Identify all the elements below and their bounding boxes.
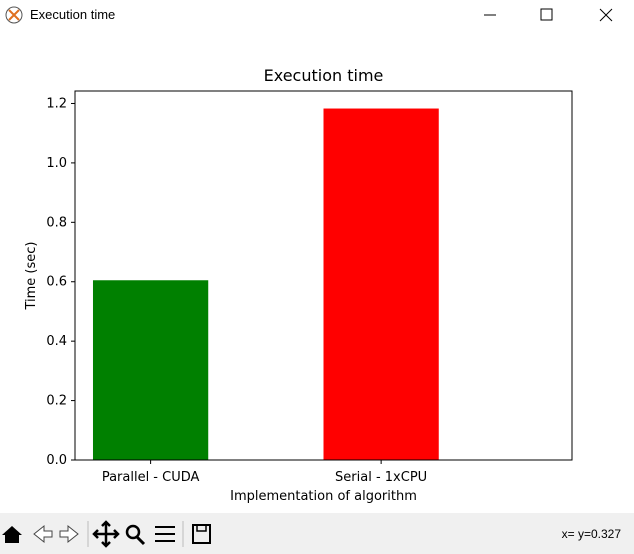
chart: Execution time 0.0 0.2 0.4 0.6 0.8 1.0 1.2 Paral… xyxy=(24,66,573,504)
x-tick-label: Parallel - CUDA xyxy=(102,470,200,485)
zoom-button[interactable] xyxy=(125,524,141,540)
bar xyxy=(323,108,439,460)
x-axis-label: Implementation of algorithm xyxy=(230,489,417,504)
chart-title: Execution time xyxy=(264,66,384,85)
save-icon-detail xyxy=(196,524,207,532)
title-bar: Execution time xyxy=(0,0,634,30)
zoom-handle xyxy=(135,535,146,546)
maximize-button[interactable] xyxy=(540,8,553,21)
title-bar-icons xyxy=(5,6,613,24)
y-tick-label: 1.2 xyxy=(46,96,67,111)
save-button[interactable] xyxy=(192,524,211,544)
window-title: Execution time xyxy=(30,7,116,22)
y-tick-label: 1.0 xyxy=(46,156,67,171)
app-icon-mark xyxy=(8,9,20,21)
plot-frame xyxy=(74,90,573,461)
y-tick-label: 0.2 xyxy=(46,394,67,409)
toolbar: x= y=0.327 xyxy=(0,513,634,554)
close-button[interactable] xyxy=(599,8,613,22)
y-tick-label: 0.0 xyxy=(46,453,67,468)
back-button[interactable] xyxy=(33,524,53,544)
x-tick-label: Serial - 1xCPU xyxy=(335,470,427,485)
y-tick-label: 0.8 xyxy=(46,215,67,230)
forward-button[interactable] xyxy=(59,524,79,544)
pan-button[interactable] xyxy=(92,520,120,548)
y-axis-label: Time (sec) xyxy=(24,241,39,310)
bar xyxy=(92,280,209,460)
cursor-status: x= y=0.327 xyxy=(561,527,621,541)
y-tick-label: 0.4 xyxy=(46,334,67,349)
configure-button[interactable] xyxy=(155,526,175,542)
toolbar-icons xyxy=(2,520,211,548)
y-tick-label: 0.6 xyxy=(46,275,67,290)
home-button[interactable] xyxy=(2,526,22,543)
